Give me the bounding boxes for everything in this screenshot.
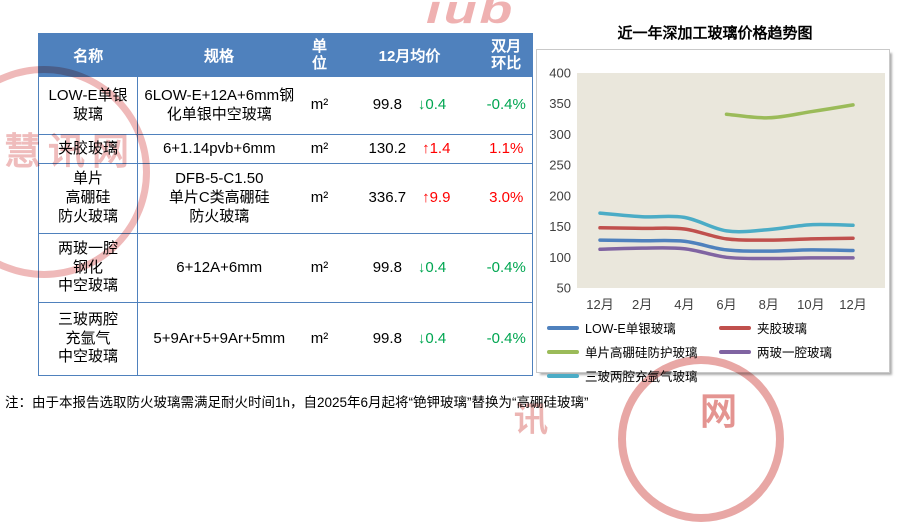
price-change-down: ↓0.4 [417, 96, 447, 114]
cell-bimonthly-mom: 3.0% [480, 163, 533, 234]
x-axis-tick-label: 8月 [759, 297, 779, 312]
cell-bimonthly-mom: 1.1% [480, 134, 533, 164]
cell-unit: m² [300, 233, 339, 303]
price-value: 336.7 [368, 189, 407, 207]
legend-item: 三玻两腔充氩气玻璃 [547, 366, 719, 385]
legend-swatch [719, 349, 751, 354]
line-chart: 400 350 300 250 200 150 100 50 12月 2月 4月 6月 8月 10月 12月 [549, 66, 885, 312]
y-axis-tick-label: 200 [549, 188, 571, 203]
price-table-panel: 名称 规格 单位 12月均价 双月环比 LOW-E单银 玻璃 6LOW-E+12A… [38, 33, 533, 376]
cell-spec: 6+1.14pvb+6mm [137, 134, 301, 164]
watermark-logo: iub [426, 0, 516, 32]
y-axis-tick-label: 150 [549, 219, 571, 234]
price-table: 名称 规格 单位 12月均价 双月环比 LOW-E单银 玻璃 6LOW-E+12A… [38, 33, 533, 376]
x-axis-tick-label: 10月 [797, 297, 824, 312]
cell-dec-avg-price: 336.7 ↑9.9 [338, 163, 481, 234]
legend-item: 夹胶玻璃 [719, 318, 869, 337]
legend-swatch [547, 325, 579, 330]
watermark-stamp-text: 网 [700, 391, 737, 432]
legend-swatch [547, 349, 579, 354]
price-value: 99.8 [372, 258, 402, 276]
series-line [598, 246, 855, 261]
y-axis-tick-label: 100 [549, 250, 571, 265]
chart-panel: 近一年深加工玻璃价格趋势图 400 350 300 250 200 150 100 50 12月… [536, 0, 894, 384]
header-spec: 规格 [137, 33, 301, 77]
y-axis-tick-label: 250 [549, 158, 571, 173]
legend-label: 两玻一腔玻璃 [757, 346, 833, 360]
legend-swatch [547, 373, 579, 378]
table-row: 夹胶玻璃 6+1.14pvb+6mm m² 130.2 ↑1.4 1.1% [38, 134, 533, 164]
price-table-header: 名称 规格 单位 12月均价 双月环比 [38, 33, 533, 77]
series-line [598, 211, 855, 234]
cell-spec: 5+9Ar+5+9Ar+5mm [137, 302, 301, 376]
price-value: 130.2 [368, 139, 407, 157]
table-row: LOW-E单银 玻璃 6LOW-E+12A+6mm钢 化单银中空玻璃 m² 99.8 ↓… [38, 76, 533, 135]
header-name: 名称 [38, 33, 138, 77]
plot-area [577, 73, 885, 288]
price-change-up: ↑1.4 [422, 139, 451, 157]
cell-bimonthly-mom: -0.4% [480, 302, 533, 376]
header-bimonthly-mom: 双月环比 [480, 33, 533, 77]
x-axis-tick-label: 12月 [586, 297, 613, 312]
series-line [724, 103, 855, 120]
x-axis-tick-label: 2月 [632, 297, 652, 312]
table-row: 三玻两腔 充氩气 中空玻璃 5+9Ar+5+9Ar+5mm m² 99.8 ↓0.4 -0… [38, 302, 533, 376]
legend-label: LOW-E单银玻璃 [585, 322, 676, 336]
price-change-up: ↑9.9 [422, 189, 451, 207]
cell-unit: m² [300, 76, 339, 135]
legend-item: 两玻一腔玻璃 [719, 342, 869, 361]
legend-item: LOW-E单银玻璃 [547, 318, 719, 337]
y-axis-tick-label: 400 [549, 66, 571, 81]
legend-label: 单片高硼硅防护玻璃 [585, 346, 698, 360]
cell-spec: 6+12A+6mm [137, 233, 301, 303]
y-axis-tick-label: 300 [549, 127, 571, 142]
cell-product-name: LOW-E单银 玻璃 [38, 76, 138, 135]
legend-label: 夹胶玻璃 [757, 322, 808, 336]
header-unit: 单位 [300, 33, 339, 77]
chart-box: 400 350 300 250 200 150 100 50 12月 2月 4月 6月 8月 10月 12月… [536, 49, 890, 384]
x-axis-tick-label: 4月 [674, 297, 694, 312]
table-row: 两玻一腔 钢化 中空玻璃 6+12A+6mm m² 99.8 ↓0.4 -0.4% [38, 233, 533, 303]
y-axis-tick-label: 50 [557, 281, 571, 296]
price-value: 99.8 [372, 96, 402, 114]
chart-legend: LOW-E单银玻璃 夹胶玻璃单片高硼硅防护玻璃 两玻一腔玻璃三玻两腔充氩气玻璃 [547, 318, 869, 385]
cell-bimonthly-mom: -0.4% [480, 76, 533, 135]
cell-dec-avg-price: 99.8 ↓0.4 [338, 302, 481, 376]
cell-dec-avg-price: 99.8 ↓0.4 [338, 233, 481, 303]
cell-product-name: 夹胶玻璃 [38, 134, 138, 164]
cell-spec: 6LOW-E+12A+6mm钢 化单银中空玻璃 [137, 76, 301, 135]
header-dec-avg-price: 12月均价 [338, 33, 481, 77]
series-line [598, 238, 855, 253]
cell-unit: m² [300, 163, 339, 234]
cell-dec-avg-price: 99.8 ↓0.4 [338, 76, 481, 135]
legend-swatch [719, 325, 751, 330]
cell-spec: DFB-5-C1.50 单片C类高硼硅 防火玻璃 [137, 163, 301, 234]
x-axis-tick-label: 6月 [716, 297, 736, 312]
price-change-down: ↓0.4 [417, 258, 447, 276]
x-axis-tick-label: 12月 [839, 297, 866, 312]
cell-product-name: 三玻两腔 充氩气 中空玻璃 [38, 302, 138, 376]
price-change-down: ↓0.4 [417, 329, 447, 347]
y-axis-tick-label: 350 [549, 96, 571, 111]
price-value: 99.8 [372, 329, 402, 347]
cell-unit: m² [300, 302, 339, 376]
series-line [598, 226, 855, 242]
cell-bimonthly-mom: -0.4% [480, 233, 533, 303]
chart-title: 近一年深加工玻璃价格趋势图 [617, 25, 813, 42]
cell-dec-avg-price: 130.2 ↑1.4 [338, 134, 481, 164]
footnote: 注：由于本报告选取防火玻璃需满足耐火时间1h，自2025年6月起将“铯钾玻璃”替… [5, 395, 589, 410]
table-row: 单片 高硼硅 防火玻璃 DFB-5-C1.50 单片C类高硼硅 防火玻璃 m² 336… [38, 163, 533, 234]
legend-label: 三玻两腔充氩气玻璃 [585, 370, 698, 384]
legend-item: 单片高硼硅防护玻璃 [547, 342, 719, 361]
cell-product-name: 两玻一腔 钢化 中空玻璃 [38, 233, 138, 303]
cell-unit: m² [300, 134, 339, 164]
cell-product-name: 单片 高硼硅 防火玻璃 [38, 163, 138, 234]
